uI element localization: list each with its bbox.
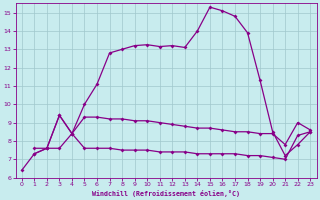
X-axis label: Windchill (Refroidissement éolien,°C): Windchill (Refroidissement éolien,°C) [92,190,240,197]
